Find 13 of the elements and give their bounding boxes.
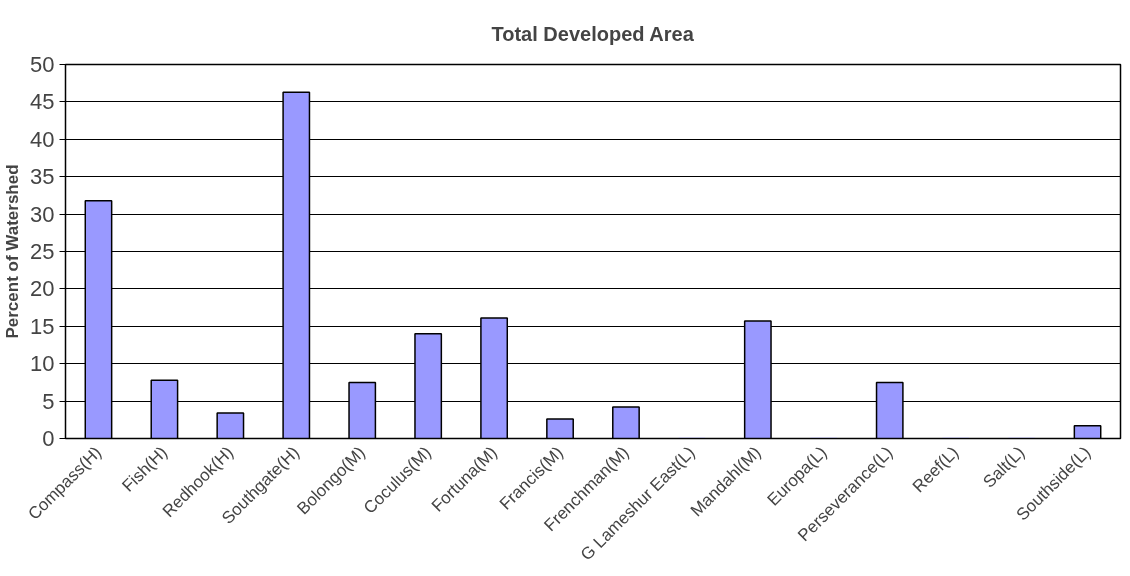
y-tick-label: 30	[30, 201, 55, 227]
y-tick-label: 20	[30, 276, 55, 302]
y-tick-label: 15	[30, 313, 55, 339]
y-tick-label: 45	[30, 89, 55, 115]
y-tick-label: 35	[30, 164, 55, 190]
chart-title: Total Developed Area	[491, 22, 695, 45]
y-tick-label: 5	[42, 388, 55, 414]
y-tick-label: 0	[42, 426, 55, 451]
y-axis-title: Percent of Watershed	[3, 164, 23, 339]
y-tick-label: 25	[30, 239, 55, 264]
y-tick-label: 50	[30, 52, 55, 77]
y-tick-label: 10	[30, 351, 55, 377]
y-tick-label: 40	[30, 126, 55, 152]
